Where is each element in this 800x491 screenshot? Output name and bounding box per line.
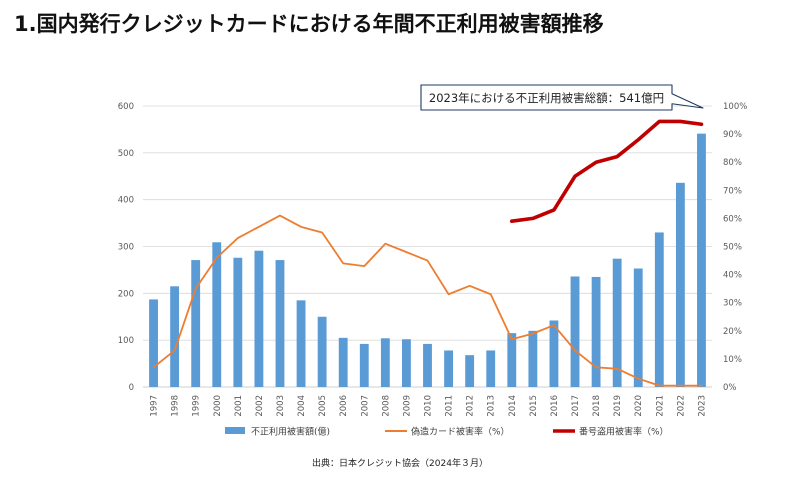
x-tick-label: 2013 bbox=[487, 395, 497, 417]
x-tick-label: 2001 bbox=[234, 395, 244, 417]
bar bbox=[423, 343, 432, 387]
bar bbox=[591, 276, 601, 387]
bar bbox=[507, 333, 517, 387]
x-tick-label: 2015 bbox=[529, 395, 539, 417]
legend-label: 不正利用被害額(億) bbox=[251, 426, 330, 438]
bar bbox=[654, 232, 664, 387]
bar bbox=[697, 133, 706, 387]
legend: 不正利用被害額(億) 偽造カード被害率（%） 番号盗用被害率（%） bbox=[225, 426, 669, 438]
x-tick-label: 2016 bbox=[550, 395, 560, 417]
bar bbox=[254, 250, 264, 387]
annotation-callout: 2023年における不正利用被害総額：541億円 bbox=[420, 84, 704, 111]
bar bbox=[465, 355, 475, 387]
bar bbox=[402, 339, 411, 387]
x-tick-label: 2002 bbox=[255, 395, 265, 417]
bar bbox=[675, 182, 685, 387]
x-tick-label: 2000 bbox=[213, 395, 223, 417]
y-right-tick-label: 0% bbox=[723, 383, 737, 393]
y-right-tick-label: 100% bbox=[723, 102, 747, 112]
bar bbox=[338, 337, 348, 387]
x-tick-label: 1999 bbox=[192, 395, 202, 417]
bar bbox=[380, 338, 390, 387]
bar bbox=[212, 242, 222, 387]
x-tick-label: 2004 bbox=[297, 395, 307, 417]
y-left-tick-label: 300 bbox=[118, 243, 134, 253]
y-left-tick-label: 200 bbox=[118, 289, 134, 299]
y-right-tick-label: 70% bbox=[723, 186, 742, 196]
left-axis: 0 100 200 300 400 500 600 bbox=[118, 102, 134, 393]
counterfeit-rate-line bbox=[152, 214, 703, 387]
x-tick-label: 2003 bbox=[276, 395, 286, 417]
y-right-tick-label: 50% bbox=[723, 243, 742, 253]
bar bbox=[296, 300, 306, 387]
y-right-tick-label: 10% bbox=[723, 355, 742, 365]
y-right-tick-label: 60% bbox=[723, 214, 742, 224]
y-left-tick-label: 400 bbox=[118, 196, 134, 206]
number-theft-rate-line bbox=[509, 119, 704, 224]
x-tick-label: 1998 bbox=[171, 395, 181, 417]
x-tick-label: 2021 bbox=[655, 395, 665, 417]
y-left-tick-label: 600 bbox=[118, 102, 134, 112]
right-axis: 0% 10% 20% 30% 40% 50% 60% 70% 80% 90% 100% bbox=[723, 102, 747, 393]
bar-series bbox=[149, 133, 706, 387]
bar bbox=[149, 299, 158, 387]
x-tick-label: 2008 bbox=[381, 395, 391, 417]
x-tick-label: 2018 bbox=[592, 395, 602, 417]
annotation-box bbox=[420, 84, 704, 111]
source-note: 出典：日本クレジット協会（2024年３月） bbox=[312, 459, 488, 469]
y-left-tick-label: 500 bbox=[118, 149, 134, 159]
x-tick-label: 2012 bbox=[466, 395, 476, 417]
y-right-tick-label: 40% bbox=[723, 271, 742, 281]
bar bbox=[549, 320, 559, 387]
x-tick-label: 2023 bbox=[697, 395, 707, 417]
bar bbox=[317, 316, 327, 387]
bar bbox=[191, 260, 201, 387]
annotation-text: 2023年における不正利用被害総額：541億円 bbox=[429, 91, 664, 105]
bar bbox=[570, 276, 580, 387]
y-right-tick-label: 30% bbox=[723, 299, 742, 309]
y-right-tick-label: 20% bbox=[723, 327, 742, 337]
x-tick-label: 2014 bbox=[508, 395, 518, 417]
y-right-tick-label: 80% bbox=[723, 158, 742, 168]
bar bbox=[633, 268, 643, 387]
x-tick-label: 2006 bbox=[339, 395, 349, 417]
bar bbox=[486, 350, 496, 387]
x-tick-label: 2017 bbox=[571, 395, 581, 417]
y-left-tick-label: 0 bbox=[129, 383, 134, 393]
y-right-tick-label: 90% bbox=[723, 130, 742, 140]
x-tick-label: 2009 bbox=[402, 395, 412, 417]
x-tick-label: 2019 bbox=[613, 395, 623, 417]
x-tick-label: 2011 bbox=[445, 395, 455, 417]
x-axis: 1997 1998 1999 2000 2001 2002 2003 2004 2005 2006… bbox=[150, 395, 708, 417]
legend-swatch-bar bbox=[225, 427, 245, 434]
legend-label: 偽造カード被害率（%） bbox=[411, 426, 510, 438]
bar bbox=[359, 343, 369, 387]
bar bbox=[612, 258, 622, 387]
bar bbox=[444, 350, 453, 387]
x-tick-label: 2007 bbox=[360, 395, 370, 417]
bar bbox=[170, 286, 180, 387]
x-tick-label: 2022 bbox=[676, 395, 686, 417]
bar bbox=[233, 257, 243, 387]
bar bbox=[275, 260, 285, 387]
y-left-tick-label: 100 bbox=[118, 336, 134, 346]
x-tick-label: 1997 bbox=[150, 395, 160, 417]
line-series bbox=[152, 119, 704, 387]
bar bbox=[528, 330, 538, 387]
page-title: 1.国内発行クレジットカードにおける年間不正利用被害額推移 bbox=[14, 12, 604, 36]
x-tick-label: 2010 bbox=[424, 395, 434, 417]
legend-label: 番号盗用被害率（%） bbox=[579, 426, 669, 438]
x-tick-label: 2020 bbox=[634, 395, 644, 417]
x-tick-label: 2005 bbox=[318, 395, 328, 417]
